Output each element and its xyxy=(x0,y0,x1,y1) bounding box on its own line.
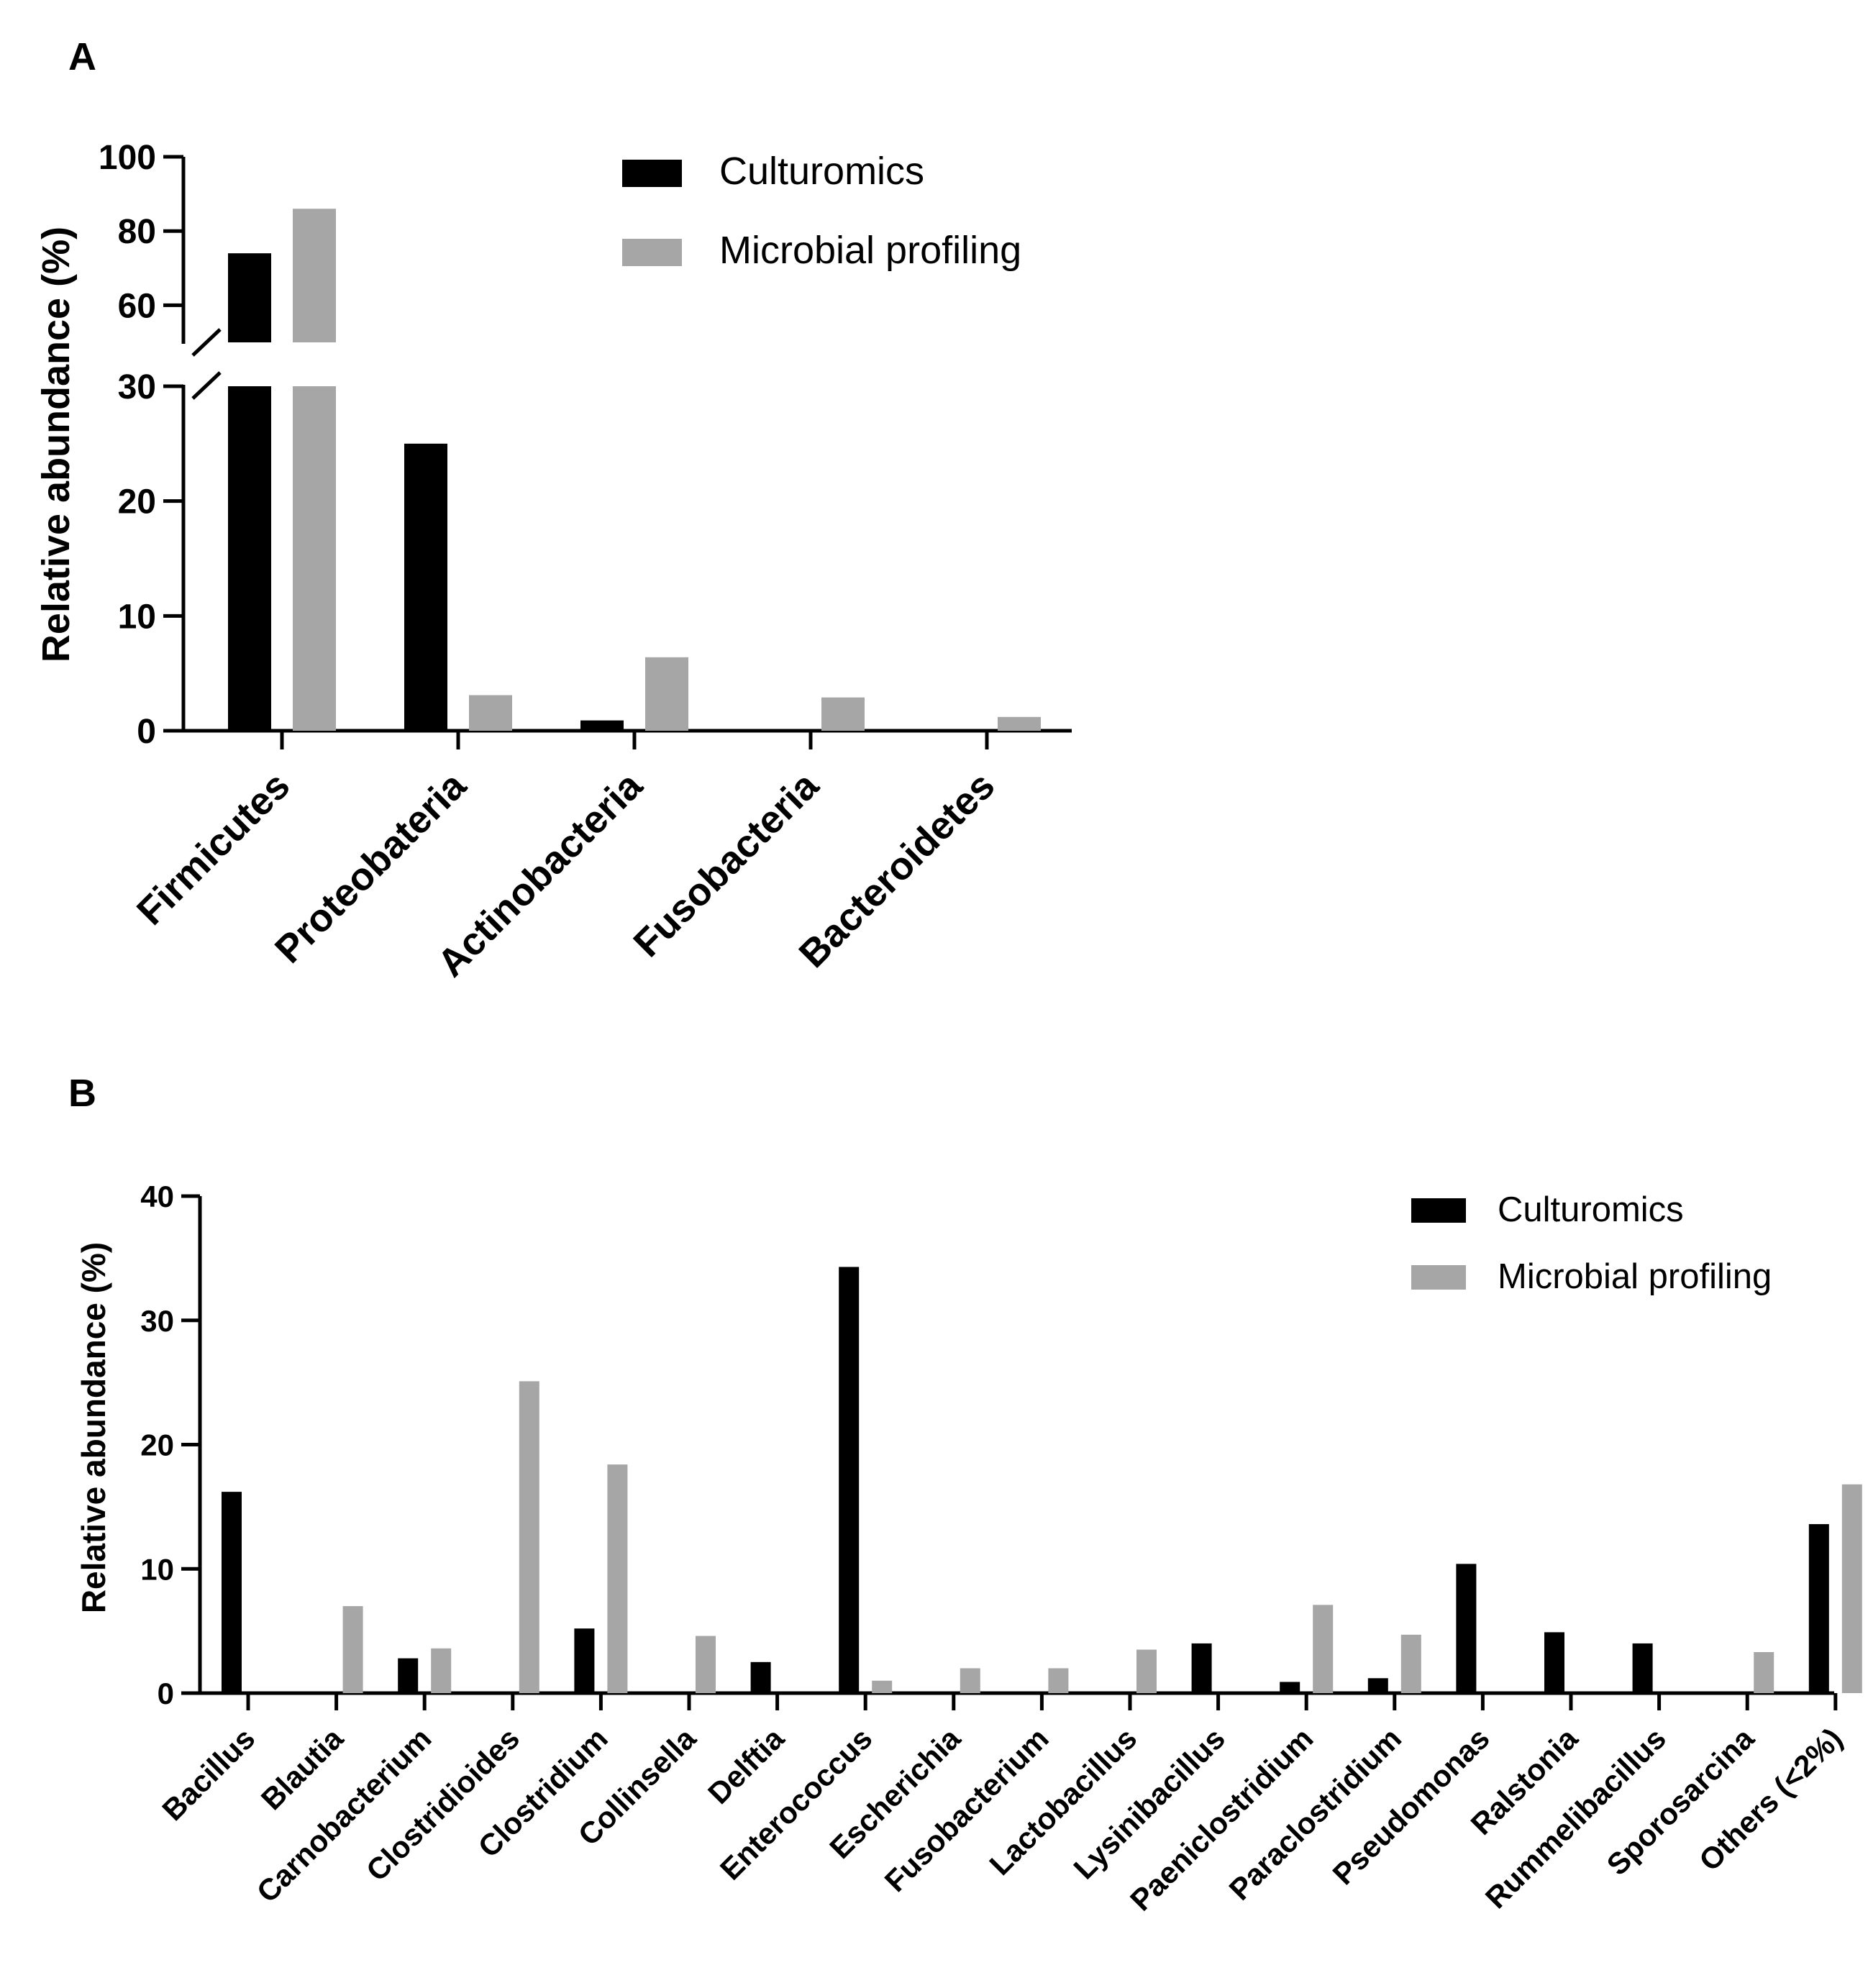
panel-b-x-tick-label: Delftia xyxy=(701,1721,791,1810)
panel-a-y-tick-label: 0 xyxy=(137,713,156,751)
legend-b-swatch-culturomics xyxy=(1411,1198,1466,1223)
bar-b-microbial-profiling-others-2 xyxy=(1841,1484,1862,1693)
panel-b-y-axis-label: Relative abundance (%) xyxy=(75,1242,112,1613)
bar-a-culturomics-proteobateria xyxy=(404,443,447,731)
bar-b-microbial-profiling-blautia xyxy=(342,1606,363,1693)
bar-b-microbial-profiling-carnobacterium xyxy=(431,1648,452,1693)
bar-a-microbial-profiling-firmicutes xyxy=(293,386,336,731)
legend-a-label-microbial-profiling: Microbial profiling xyxy=(719,229,1021,272)
bar-a-culturomics-actinobacteria xyxy=(580,720,624,731)
bar-b-microbial-profiling-fusobacterium xyxy=(1048,1668,1069,1693)
panel-a-y-tick-label: 100 xyxy=(99,139,156,177)
bar-b-microbial-profiling-collinsella xyxy=(696,1636,716,1693)
bar-a-microbial-profiling-fusobacteria xyxy=(821,697,865,731)
bar-b-culturomics-delftia xyxy=(750,1661,771,1693)
bar-b-microbial-profiling-lactobacillus xyxy=(1136,1649,1157,1693)
panel-b-y-tick-label: 10 xyxy=(140,1552,174,1586)
panel-a-y-tick-label: 60 xyxy=(118,287,156,325)
bar-a-culturomics-firmicutes xyxy=(228,386,271,731)
panel-a-y-tick-label: 80 xyxy=(118,213,156,251)
bar-b-microbial-profiling-paeniclostridium xyxy=(1313,1605,1334,1693)
panel-a-label: A xyxy=(68,35,96,78)
bar-b-culturomics-others-2 xyxy=(1808,1524,1829,1693)
panel-a-y-tick-label: 10 xyxy=(118,598,156,636)
bar-b-culturomics-rummelibacillus xyxy=(1632,1643,1653,1693)
panel-a-x-tick-label: Firmicutes xyxy=(129,764,299,934)
panel-b-x-tick-label: Pseudomonas xyxy=(1326,1721,1496,1891)
panel-b-x-tick-label: Fusobacterium xyxy=(878,1721,1055,1898)
bar-b-culturomics-lysinibacillus xyxy=(1191,1643,1212,1693)
bar-b-culturomics-paraclostridium xyxy=(1367,1678,1388,1693)
bar-b-culturomics-enterococcus xyxy=(839,1267,860,1693)
bar-a-microbial-profiling-firmicutes-upper xyxy=(293,209,336,342)
bar-b-microbial-profiling-enterococcus xyxy=(872,1680,893,1693)
bar-a-microbial-profiling-proteobateria xyxy=(469,695,512,731)
panel-b-y-tick-label: 30 xyxy=(140,1304,174,1338)
panel-b: B 0 10 20 30 40 Relative abundance (%) Bacillus… xyxy=(68,1072,1862,1918)
legend-b-label-microbial-profiling: Microbial profiling xyxy=(1498,1257,1772,1296)
bar-a-microbial-profiling-bacteroidetes xyxy=(998,716,1041,731)
bar-a-culturomics-firmicutes-upper xyxy=(228,253,271,342)
panel-a-y-axis-label: Relative abundance (%) xyxy=(35,227,78,662)
bar-b-microbial-profiling-clostridioides xyxy=(519,1381,539,1693)
panel-a-y-tick-label: 20 xyxy=(118,483,156,521)
panel-a-y-tick-label: 30 xyxy=(118,368,156,406)
bar-b-microbial-profiling-sporosarcina xyxy=(1754,1651,1774,1693)
panel-b-x-tick-label: Clostridioides xyxy=(360,1721,526,1887)
panel-b-y-tick-label: 0 xyxy=(158,1677,174,1710)
bar-b-culturomics-carnobacterium xyxy=(398,1658,419,1693)
panel-b-x-tick-label: Bacillus xyxy=(155,1721,261,1827)
legend-a-label-culturomics: Culturomics xyxy=(719,150,924,193)
bar-b-microbial-profiling-paraclostridium xyxy=(1400,1634,1421,1693)
bar-b-microbial-profiling-clostridium xyxy=(607,1464,628,1693)
panel-b-y-tick-label: 20 xyxy=(140,1428,174,1462)
panel-b-x-tick-label: Enterococcus xyxy=(714,1721,879,1887)
legend-a-swatch-microbial-profiling xyxy=(622,239,682,266)
bar-b-culturomics-pseudomonas xyxy=(1456,1564,1477,1693)
panel-b-y-tick-label: 40 xyxy=(140,1180,174,1213)
bar-b-culturomics-paeniclostridium xyxy=(1280,1682,1300,1693)
legend-b-label-culturomics: Culturomics xyxy=(1498,1190,1684,1229)
bar-b-culturomics-bacillus xyxy=(222,1492,242,1693)
panel-a-x-tick-label: Fusobacteria xyxy=(625,763,827,965)
panel-a: A 60 80 100 0 10 20 30 Relative abundance (%) Fir… xyxy=(35,35,1072,985)
bar-b-culturomics-clostridium xyxy=(574,1628,595,1693)
panel-a-axis-break-mark xyxy=(191,371,222,400)
bar-b-culturomics-ralstonia xyxy=(1544,1632,1564,1693)
bar-a-microbial-profiling-actinobacteria xyxy=(645,657,688,731)
panel-b-x-tick-label: Lysinibacillus xyxy=(1067,1721,1231,1886)
bar-b-microbial-profiling-escherichia xyxy=(960,1668,980,1693)
panel-a-axis-break-mark xyxy=(191,328,222,357)
legend-b-swatch-microbial-profiling xyxy=(1411,1265,1466,1290)
legend-a-swatch-culturomics xyxy=(622,160,682,187)
panel-b-label: B xyxy=(68,1072,96,1115)
